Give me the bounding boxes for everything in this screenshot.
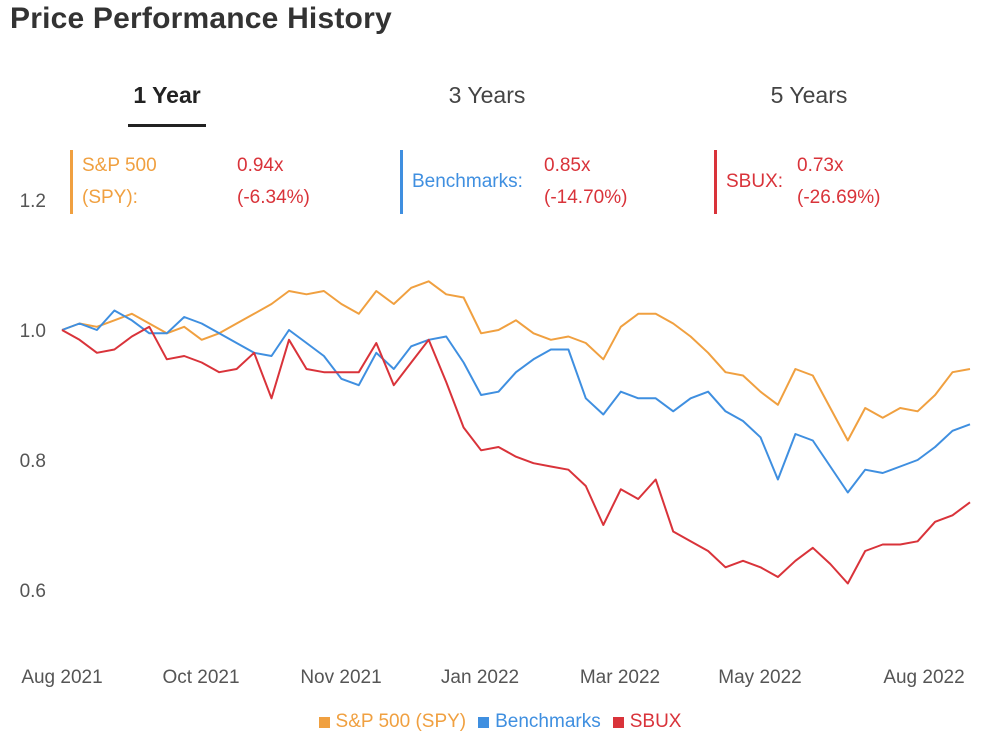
stat-sp500-color-bar	[70, 150, 73, 214]
tab-1-year[interactable]: 1 Year	[128, 78, 206, 127]
legend-swatch-sbux	[612, 716, 624, 728]
stat-sbux-color-bar	[714, 150, 717, 214]
tab-3-years[interactable]: 3 Years	[448, 82, 526, 108]
x-tick-label: Oct 2021	[162, 667, 239, 688]
y-tick-label: 1.2	[20, 191, 46, 212]
legend-label-sp500: S&P 500 (SPY)	[335, 711, 467, 732]
y-tick-label: 0.6	[20, 581, 46, 602]
series-lines	[61, 280, 971, 585]
stat-sp500-name-line2: (SPY):	[82, 187, 138, 208]
legend-item-benchmarks[interactable]: Benchmarks	[478, 711, 601, 733]
stat-benchmarks-change: (-14.70%)	[544, 187, 628, 208]
stat-benchmarks-color-bar	[400, 150, 403, 214]
series-line-s-p-500-spy	[61, 280, 971, 442]
y-axis-ticks: 1.2 1.0 0.8 0.6	[20, 191, 46, 602]
tab-5-years[interactable]: 5 Years	[770, 82, 848, 108]
x-tick-label: May 2022	[718, 667, 801, 688]
legend-item-sbux[interactable]: SBUX	[612, 711, 682, 733]
x-tick-label: Aug 2021	[21, 667, 102, 688]
legend-swatch-benchmarks	[478, 716, 490, 728]
page-title: Price Performance History	[10, 2, 392, 35]
x-tick-label: Mar 2022	[580, 667, 660, 688]
stat-sp500: S&P 500 (SPY): 0.94x (-6.34%)	[70, 150, 340, 214]
stat-benchmarks: Benchmarks: 0.85x (-14.70%)	[400, 150, 670, 214]
stat-sp500-multiple: 0.94x	[237, 155, 284, 176]
legend-swatch-sp500	[318, 716, 330, 728]
legend-label-sbux: SBUX	[629, 711, 682, 732]
stat-sbux-name: SBUX:	[726, 171, 784, 192]
stat-sbux-change: (-26.69%)	[797, 187, 881, 208]
y-tick-label: 0.8	[20, 451, 46, 472]
series-line-sbux	[61, 325, 971, 585]
stat-sbux: SBUX: 0.73x (-26.69%)	[714, 150, 984, 214]
y-tick-label: 1.0	[20, 321, 46, 342]
legend-label-benchmarks: Benchmarks	[495, 711, 601, 732]
stat-sbux-multiple: 0.73x	[797, 155, 844, 176]
chart-legend: S&P 500 (SPY) Benchmarks SBUX	[0, 711, 1000, 733]
period-tabs: 1 Year 3 Years 5 Years	[0, 78, 1000, 128]
x-tick-label: Nov 2021	[300, 667, 381, 688]
stat-sp500-change: (-6.34%)	[237, 187, 310, 208]
x-tick-label: Jan 2022	[441, 667, 519, 688]
stat-sp500-name-line1: S&P 500	[82, 155, 157, 176]
series-line-benchmarks	[61, 309, 971, 494]
stat-benchmarks-name: Benchmarks:	[412, 171, 523, 192]
legend-item-sp500[interactable]: S&P 500 (SPY)	[318, 711, 467, 733]
x-axis-ticks: Aug 2021 Oct 2021 Nov 2021 Jan 2022 Mar 2022…	[21, 667, 964, 688]
x-tick-label: Aug 2022	[883, 667, 964, 688]
stat-benchmarks-multiple: 0.85x	[544, 155, 591, 176]
